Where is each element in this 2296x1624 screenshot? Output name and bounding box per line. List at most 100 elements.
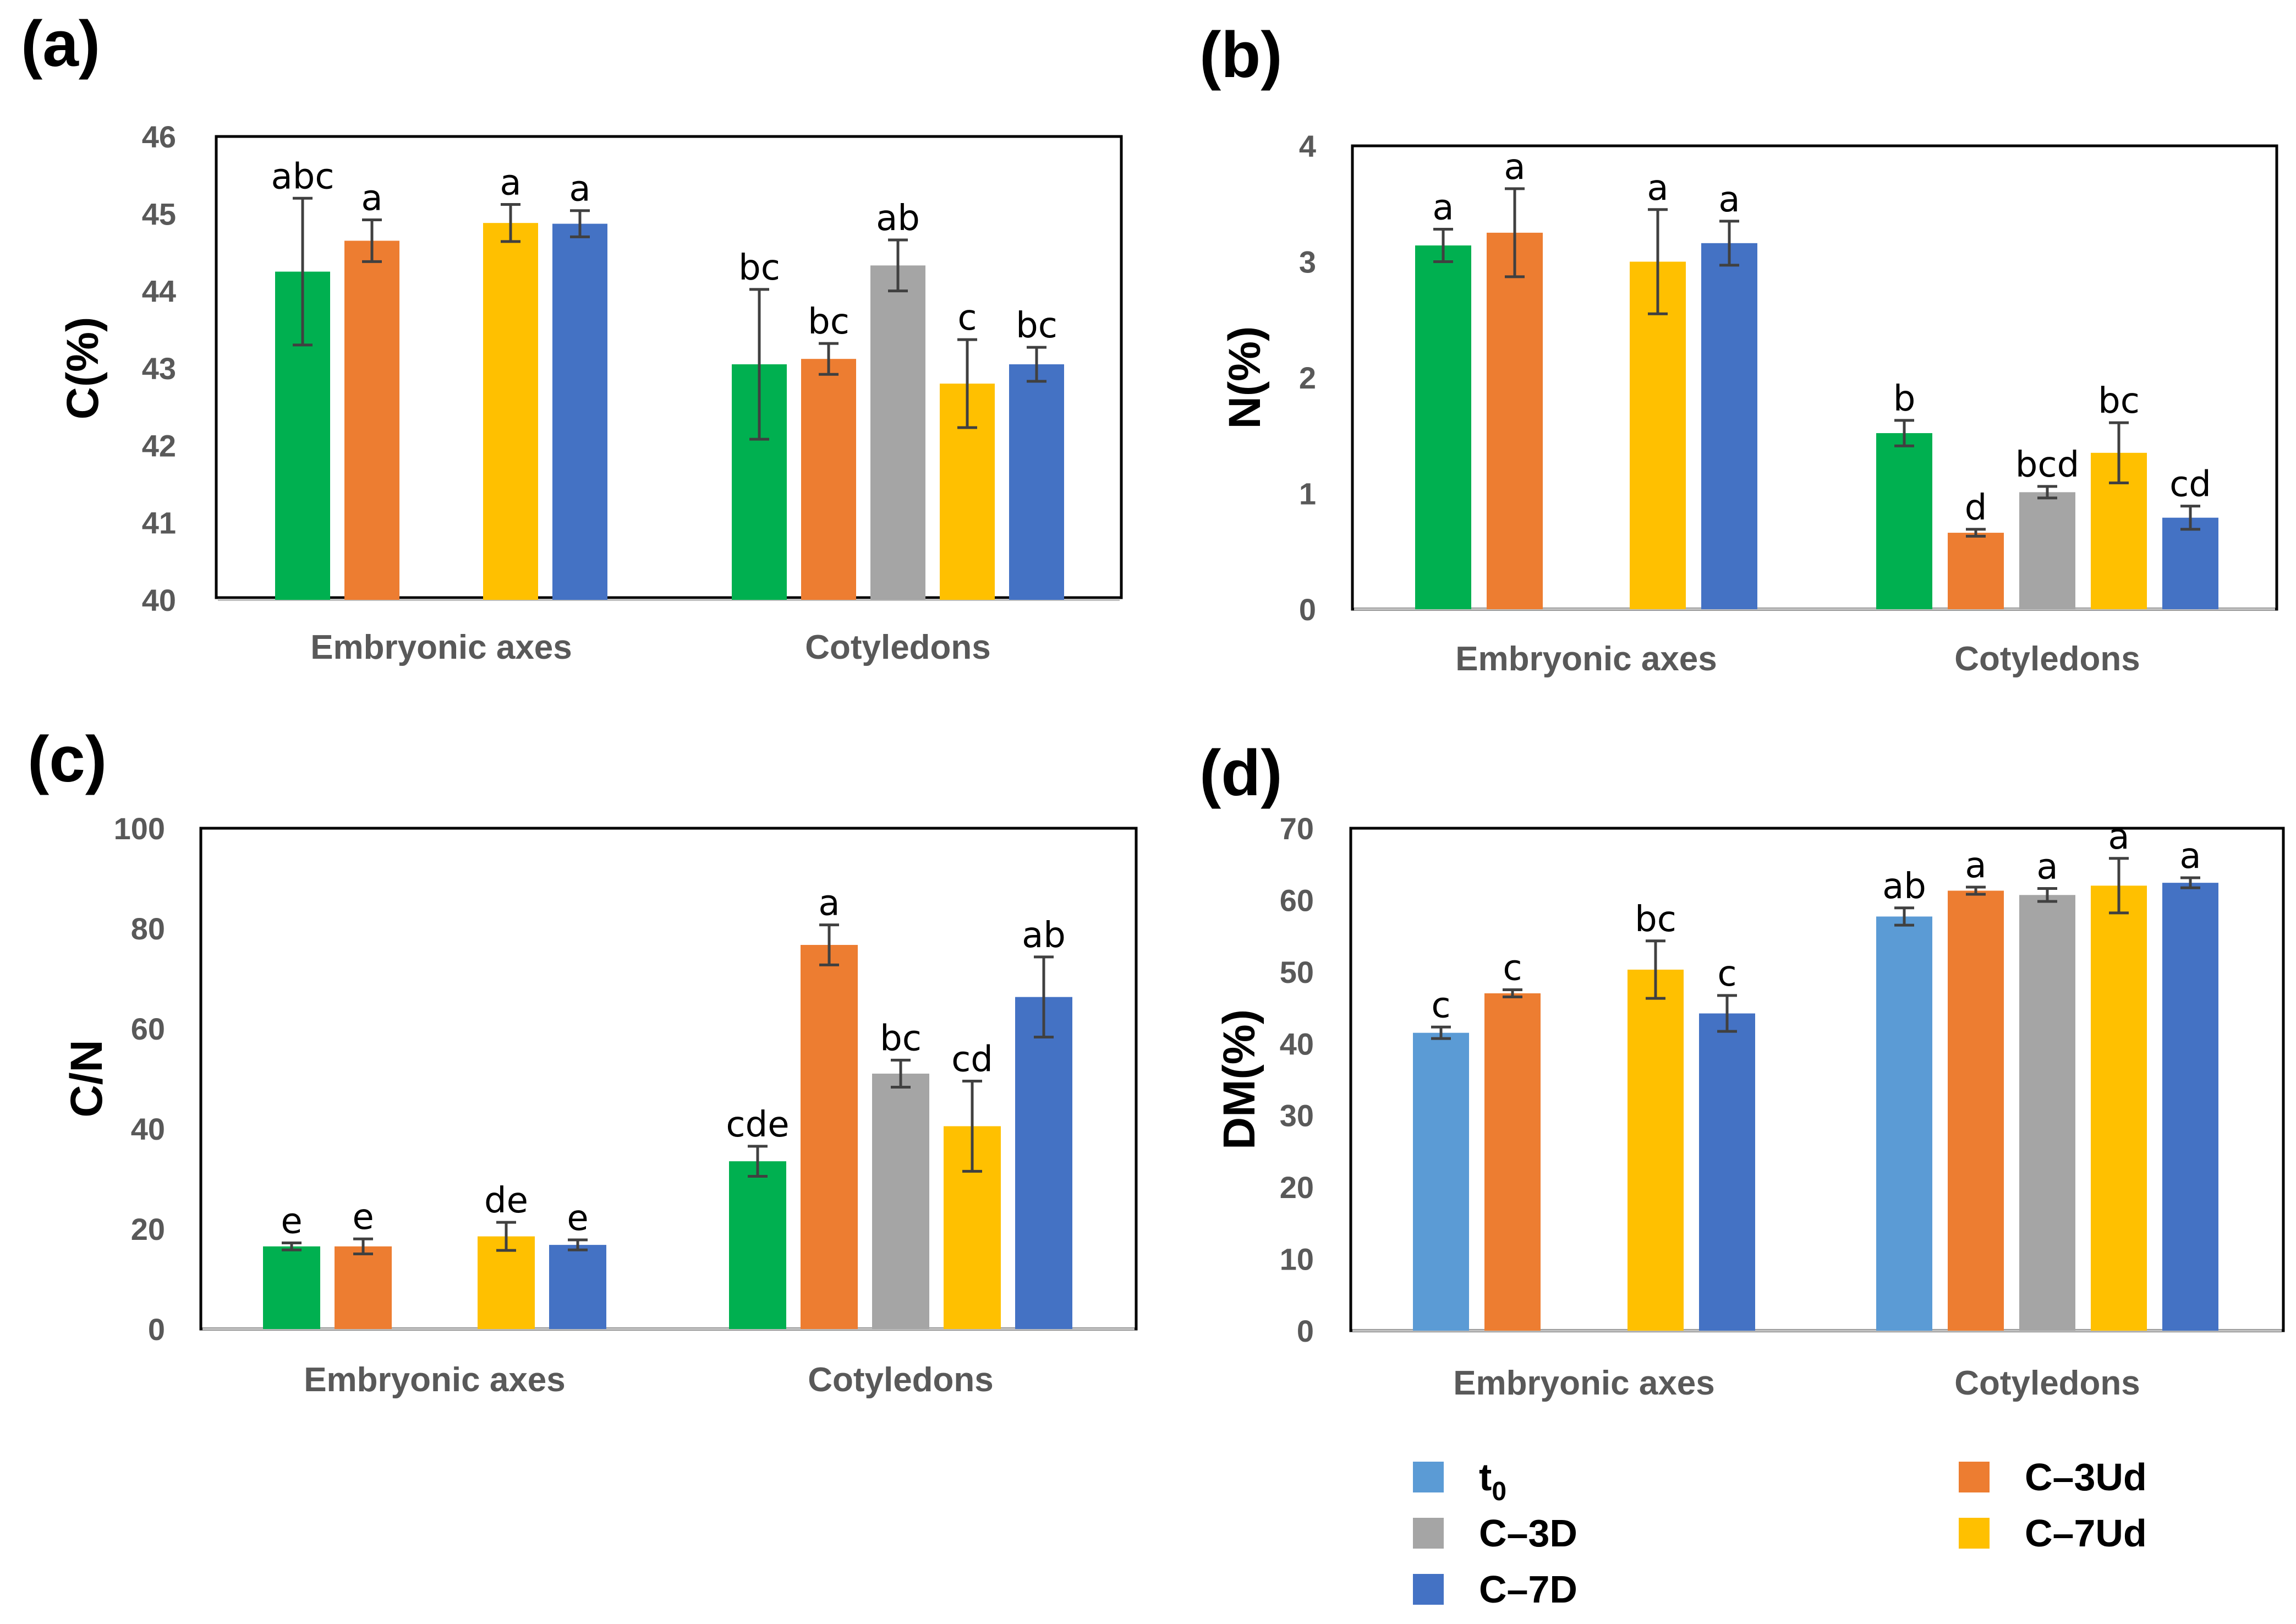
significance-label: a [361, 178, 382, 219]
significance-label: b [1893, 379, 1916, 419]
legend-label: t0 [1479, 1456, 1506, 1506]
legend-item-c3d: C–3D [1413, 1512, 1577, 1555]
significance-label: c [1431, 985, 1450, 1026]
category-label: Cotyledons [805, 628, 991, 666]
y-tick-label: 44 [142, 274, 176, 309]
significance-label: c [1503, 948, 1522, 988]
bar-c7d [1009, 364, 1064, 600]
y-tick-label: 100 [114, 811, 165, 846]
error-bar [1505, 187, 1525, 278]
bar-c7d [1701, 243, 1757, 609]
y-axis-label: C/N [62, 1040, 112, 1117]
significance-label: abc [271, 156, 334, 197]
error-bar [749, 288, 769, 441]
error-bar [353, 1237, 373, 1255]
legend-label: C–7D [1479, 1568, 1577, 1611]
y-tick-label: 4 [1299, 129, 1316, 163]
error-bar [1503, 988, 1522, 999]
y-tick-label: 60 [131, 1011, 165, 1046]
bar-c3ud [1487, 232, 1543, 609]
significance-label: e [281, 1201, 302, 1242]
significance-label: bc [738, 248, 780, 288]
significance-label: cd [2169, 464, 2211, 505]
significance-label: bcd [2015, 445, 2079, 485]
y-tick-label: 41 [142, 506, 176, 540]
significance-label: bc [808, 302, 850, 342]
significance-label: d [1965, 488, 1987, 528]
bar-c7ud [1628, 969, 1684, 1331]
bar-c3ud [1948, 890, 2004, 1331]
y-tick-label: 40 [1280, 1026, 1314, 1061]
y-tick-label: 40 [131, 1112, 165, 1146]
error-bar [2180, 505, 2200, 531]
error-bar [819, 923, 839, 966]
y-tick-label: 3 [1299, 245, 1316, 280]
category-label: Cotyledons [1954, 640, 2140, 678]
error-bar [293, 196, 313, 347]
y-tick-label: 80 [131, 911, 165, 946]
error-bar [1719, 220, 1739, 267]
significance-label: a [2179, 836, 2201, 877]
plot-frame [215, 135, 1123, 599]
significance-label: a [1504, 147, 1525, 188]
y-axis-label: N(%) [1220, 326, 1270, 429]
y-tick-label: 70 [1280, 811, 1314, 846]
y-tick-label: 0 [1299, 592, 1316, 627]
bar-c7ud [1630, 261, 1686, 609]
category-label: Embryonic axes [310, 628, 572, 666]
bar-c3ud [1484, 993, 1541, 1331]
bar-c7d [549, 1245, 606, 1329]
significance-label: de [484, 1180, 528, 1221]
legend-swatch [1413, 1462, 1444, 1492]
significance-label: e [567, 1198, 588, 1239]
significance-label: cd [951, 1040, 993, 1080]
y-tick-label: 20 [1280, 1170, 1314, 1205]
error-bar [1648, 208, 1668, 315]
bar-green [729, 1161, 786, 1329]
panel-label: (c) [28, 723, 107, 796]
legend-item-t0: t0 [1413, 1456, 1506, 1506]
bar-t0 [1413, 1032, 1469, 1331]
legend-swatch [1959, 1518, 1990, 1549]
bar-c7d [1699, 1013, 1755, 1331]
y-axis-label: DM(%) [1214, 1009, 1264, 1150]
bar-c7ud [2091, 885, 2147, 1331]
error-bar [362, 218, 382, 263]
bar-c7ud [478, 1236, 535, 1329]
y-tick-label: 1 [1299, 477, 1316, 511]
chart-panel-4: (d) 0 10 20 30 40 50 60 70 DM(%) c c bc c Embryonic ax… [1199, 737, 2285, 1402]
bar-c7d [2162, 883, 2218, 1331]
bar-c7d [552, 223, 607, 600]
bar-t0 [1876, 916, 1932, 1331]
legend-item-c7d: C–7D [1413, 1568, 1577, 1611]
error-bar [962, 1080, 982, 1173]
error-bar [1433, 228, 1453, 263]
significance-label: a [569, 169, 590, 210]
bar-c7d [1015, 997, 1072, 1329]
significance-label: a [1718, 179, 1740, 220]
bar-green [1415, 245, 1471, 609]
bar-c3d [870, 265, 925, 600]
significance-label: bc [2098, 381, 2140, 422]
significance-label: a [1965, 845, 1986, 886]
y-tick-label: 42 [142, 428, 176, 463]
significance-label: a [1647, 168, 1668, 209]
error-bar [1034, 955, 1054, 1038]
significance-label: c [957, 298, 977, 338]
significance-label: a [818, 883, 840, 924]
error-bar [957, 338, 977, 429]
bar-c3d [2019, 492, 2075, 609]
category-label: Cotyledons [808, 1361, 994, 1399]
error-bar [568, 1238, 588, 1251]
legend-label: C–7Ud [2025, 1512, 2147, 1555]
significance-label: cde [726, 1104, 789, 1145]
error-bar [748, 1145, 768, 1178]
panel-label: (b) [1199, 19, 1283, 91]
bar-c3d [872, 1073, 929, 1329]
error-bar [1646, 939, 1665, 1000]
error-bar [282, 1241, 302, 1251]
error-bar [501, 203, 520, 243]
significance-label: c [1717, 954, 1736, 994]
